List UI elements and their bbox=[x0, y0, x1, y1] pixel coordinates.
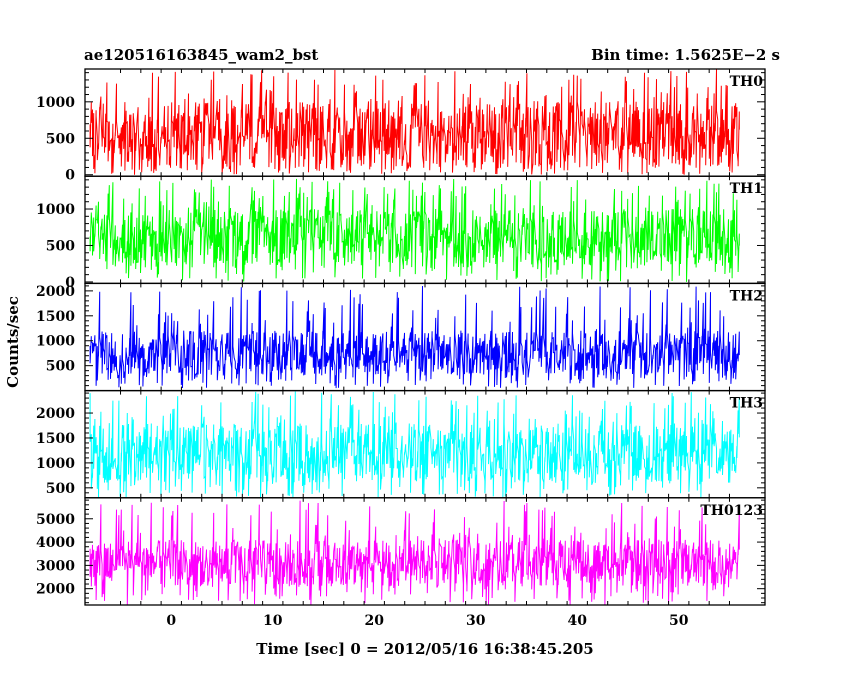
panel-th0123: 2000 3000 4000 5000 TH0123 bbox=[36, 497, 766, 606]
x-tick-label: 20 bbox=[365, 613, 385, 629]
y-tick-label-th0123: 2000 bbox=[36, 582, 75, 598]
x-tick-label: 50 bbox=[669, 613, 689, 629]
y-tick-label-th0: 0 bbox=[65, 168, 75, 184]
y-tick-label-th0123: 3000 bbox=[36, 558, 75, 574]
x-tick-label: 10 bbox=[263, 613, 283, 629]
series-line-th0123 bbox=[89, 500, 740, 605]
x-axis-label: Time [sec] 0 = 2012/05/16 16:38:45.205 bbox=[256, 640, 593, 658]
y-tick-label-th1: 500 bbox=[46, 238, 75, 254]
y-tick-label-th3: 1000 bbox=[36, 456, 75, 472]
bin-time-label: Bin time: 1.5625E−2 s bbox=[591, 46, 780, 64]
series-line-th2 bbox=[89, 285, 740, 389]
panel-label-th0: TH0 bbox=[730, 74, 764, 90]
y-tick-label-th2: 1000 bbox=[36, 334, 75, 350]
chart-title: ae120516163845_wam2_bst bbox=[84, 46, 318, 64]
y-axis-label: Counts/sec bbox=[4, 296, 22, 388]
panel-stack: 0 500 1000 TH0 0 500 1000 TH1 500 1000 1500 2000 TH2… bbox=[36, 68, 766, 606]
y-tick-label-th3: 500 bbox=[46, 481, 75, 497]
y-tick-label-th0123: 5000 bbox=[36, 512, 75, 528]
y-tick-label-th2: 1500 bbox=[36, 309, 75, 325]
y-tick-label-th1: 1000 bbox=[36, 202, 75, 218]
y-tick-label-th0: 500 bbox=[46, 131, 75, 147]
y-tick-label-th0: 1000 bbox=[36, 95, 75, 111]
series-line-th1 bbox=[89, 178, 740, 282]
x-tick-label: 0 bbox=[166, 613, 176, 629]
y-tick-label-th3: 2000 bbox=[36, 406, 75, 422]
x-axis: 0 10 20 30 40 50 bbox=[166, 613, 688, 629]
panel-th3: 500 1000 1500 2000 TH3 bbox=[36, 389, 766, 499]
x-tick-label: 40 bbox=[567, 613, 587, 629]
series-line-th3 bbox=[89, 391, 740, 498]
panel-label-th3: TH3 bbox=[730, 396, 763, 412]
x-tick-label: 30 bbox=[466, 613, 486, 629]
y-tick-label-th3: 1500 bbox=[36, 431, 75, 447]
y-tick-label-th0123: 4000 bbox=[36, 535, 75, 551]
panel-label-th0123: TH0123 bbox=[700, 503, 763, 519]
panel-label-th2: TH2 bbox=[730, 288, 763, 304]
y-tick-label-th2: 2000 bbox=[36, 284, 75, 300]
series-line-th0 bbox=[89, 69, 740, 175]
panel-th2: 500 1000 1500 2000 TH2 bbox=[36, 282, 766, 392]
panel-th0: 0 500 1000 TH0 bbox=[36, 68, 766, 184]
y-tick-label-th2: 500 bbox=[46, 359, 75, 375]
panel-label-th1: TH1 bbox=[730, 181, 763, 197]
panel-th1: 0 500 1000 TH1 bbox=[36, 175, 766, 291]
y-tick-label-th1: 0 bbox=[65, 275, 75, 291]
